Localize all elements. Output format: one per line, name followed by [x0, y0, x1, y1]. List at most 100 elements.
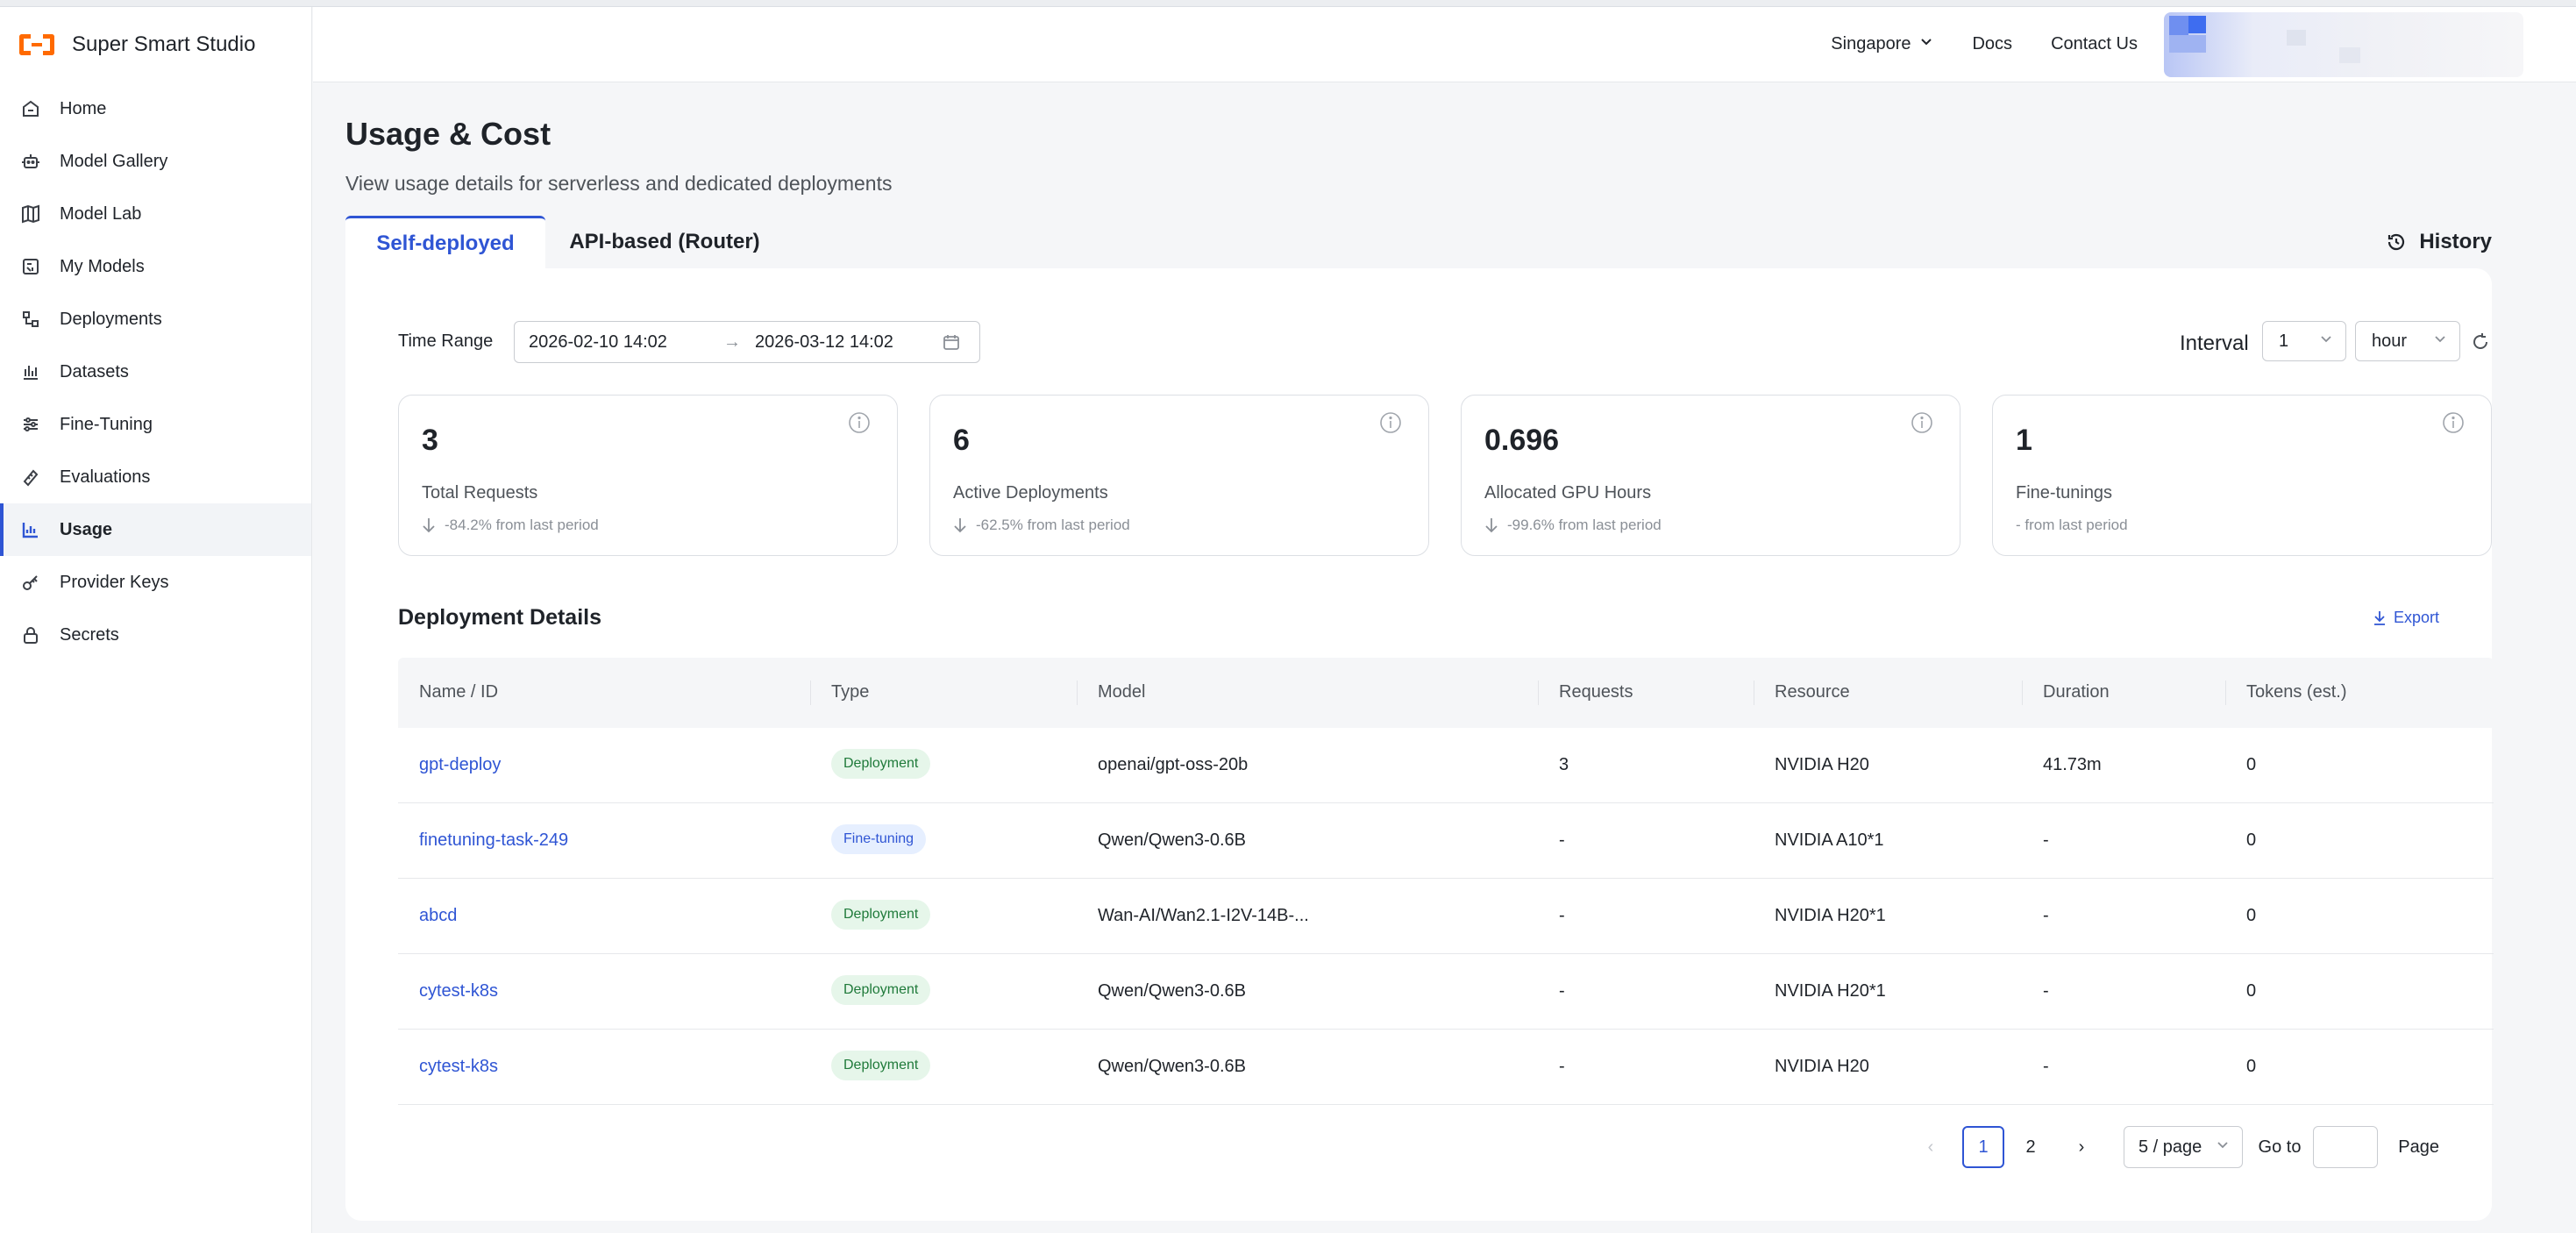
table-row: gpt-deploy Deployment openai/gpt-oss-20b… [398, 728, 2494, 803]
stat-card-gpu-hours: 0.696 Allocated GPU Hours -99.6% from la… [1461, 395, 1960, 556]
sidebar-item-model-lab[interactable]: Model Lab [0, 188, 311, 240]
deployment-table: Name / ID Type Model Requests Resource D… [398, 658, 2494, 1105]
history-button[interactable]: History [2386, 216, 2492, 268]
export-button[interactable]: Export [2373, 609, 2439, 627]
sidebar-item-label: Provider Keys [60, 572, 169, 592]
deployment-name-link[interactable]: cytest-k8s [419, 1057, 499, 1076]
robot-icon [19, 150, 42, 173]
stat-label: Fine-tunings [2016, 483, 2113, 502]
page-title: Usage & Cost [345, 116, 551, 152]
arrow-down-icon [1484, 517, 1498, 533]
stat-trend: -99.6% from last period [1484, 517, 1662, 534]
sidebar-item-datasets[interactable]: Datasets [0, 346, 311, 398]
tokens-cell: 0 [2246, 830, 2257, 850]
chevron-down-icon [2216, 1137, 2230, 1158]
sidebar-item-fine-tuning[interactable]: Fine-Tuning [0, 398, 311, 451]
sidebar-item-label: Fine-Tuning [60, 414, 153, 434]
browser-top-strip [0, 0, 2576, 7]
dataset-icon [19, 360, 42, 383]
resource-cell: NVIDIA A10*1 [1775, 830, 1884, 850]
docs-link[interactable]: Docs [1972, 34, 2013, 53]
deployment-name-link[interactable]: cytest-k8s [419, 981, 499, 1001]
range-start[interactable]: 2026-02-10 14:02 [529, 331, 667, 352]
tokens-cell: 0 [2246, 1057, 2257, 1076]
interval-label: Interval [2180, 331, 2249, 355]
info-icon[interactable] [1911, 411, 1933, 434]
arrow-down-icon [953, 517, 967, 533]
sidebar-item-secrets[interactable]: Secrets [0, 609, 311, 661]
requests-cell: 3 [1559, 755, 1569, 774]
deployment-name-link[interactable]: finetuning-task-249 [419, 830, 569, 850]
interval-value-select[interactable]: 1 [2262, 321, 2346, 361]
contact-us-link[interactable]: Contact Us [2051, 34, 2138, 53]
col-tokens: Tokens (est.) [2246, 682, 2347, 702]
sidebar-item-provider-keys[interactable]: Provider Keys [0, 556, 311, 609]
page-size-value: 5 / page [2138, 1137, 2202, 1157]
sidebar-item-evaluations[interactable]: Evaluations [0, 451, 311, 503]
deployment-name-link[interactable]: gpt-deploy [419, 755, 502, 774]
usage-tabs: Self-deployed API-based (Router) History [345, 216, 2492, 268]
info-icon[interactable] [2442, 411, 2465, 434]
requests-cell: - [1559, 1057, 1565, 1076]
sidebar-item-my-models[interactable]: My Models [0, 240, 311, 293]
col-requests: Requests [1559, 682, 1633, 702]
usage-card: Time Range 2026-02-10 14:02 → 2026-03-12… [345, 268, 2494, 1221]
duration-cell: - [2043, 981, 2049, 1001]
stat-card-active-deployments: 6 Active Deployments -62.5% from last pe… [929, 395, 1429, 556]
model-cell: Qwen/Qwen3-0.6B [1098, 1057, 1246, 1076]
info-icon[interactable] [848, 411, 871, 434]
deployment-details-title: Deployment Details [398, 605, 602, 630]
sidebar-item-home[interactable]: Home [0, 82, 311, 135]
interval-unit: hour [2372, 331, 2408, 351]
deployment-name-link[interactable]: abcd [419, 906, 458, 925]
type-badge: Deployment [831, 749, 931, 779]
model-cell: Wan-AI/Wan2.1-I2V-14B-... [1098, 906, 1309, 925]
stats-row: 3 Total Requests -84.2% from last period… [398, 395, 2494, 556]
sidebar-item-model-gallery[interactable]: Model Gallery [0, 135, 311, 188]
info-icon[interactable] [1379, 411, 1402, 434]
chevron-down-icon [2319, 331, 2333, 352]
tab-self-deployed[interactable]: Self-deployed [345, 216, 545, 268]
stat-card-fine-tunings: 1 Fine-tunings - from last period [1992, 395, 2492, 556]
next-page-button[interactable]: › [2078, 1137, 2085, 1157]
page-size-select[interactable]: 5 / page [2124, 1126, 2243, 1168]
page-2-button[interactable]: 2 [2025, 1137, 2036, 1157]
goto-label: Go to [2258, 1137, 2302, 1157]
map-icon [19, 203, 42, 225]
duration-cell: - [2043, 830, 2049, 850]
sidebar-item-usage[interactable]: Usage [0, 503, 311, 556]
stat-trend-text: -62.5% from last period [976, 517, 1130, 533]
stat-label: Allocated GPU Hours [1484, 483, 1652, 502]
stat-trend: -84.2% from last period [422, 517, 599, 534]
stat-value: 0.696 [1484, 424, 1560, 457]
home-icon [19, 97, 42, 120]
range-end[interactable]: 2026-03-12 14:02 [755, 331, 893, 352]
tokens-cell: 0 [2246, 755, 2257, 774]
col-duration: Duration [2043, 682, 2110, 702]
stat-trend-text: -84.2% from last period [445, 517, 599, 533]
stat-label: Active Deployments [953, 483, 1108, 502]
stat-label: Total Requests [422, 483, 538, 502]
stat-trend-text: - from last period [2016, 517, 2128, 533]
sidebar-item-deployments[interactable]: Deployments [0, 293, 311, 346]
prev-page-button[interactable]: ‹ [1927, 1137, 1934, 1157]
interval-unit-select[interactable]: hour [2355, 321, 2460, 361]
region-selector[interactable]: Singapore [1831, 34, 1933, 54]
time-range-picker[interactable]: 2026-02-10 14:02 → 2026-03-12 14:02 [514, 321, 980, 363]
brand[interactable]: Super Smart Studio [0, 7, 311, 82]
requests-cell: - [1559, 981, 1565, 1001]
sliders-icon [19, 413, 42, 436]
range-arrow: → [723, 331, 741, 352]
page-1-button[interactable]: 1 [1962, 1126, 2004, 1168]
deploy-icon [19, 308, 42, 331]
goto-page-input[interactable] [2313, 1126, 2378, 1168]
user-account-blurred[interactable] [2164, 11, 2523, 77]
refresh-icon[interactable] [2471, 332, 2490, 352]
type-badge: Deployment [831, 1051, 931, 1080]
export-label: Export [2393, 609, 2439, 626]
col-resource: Resource [1775, 682, 1850, 702]
table-row: finetuning-task-249 Fine-tuning Qwen/Qwe… [398, 803, 2494, 879]
ruler-icon [19, 466, 42, 488]
chevron-down-icon [1919, 34, 1933, 54]
tab-api-based-router[interactable]: API-based (Router) [569, 230, 760, 253]
